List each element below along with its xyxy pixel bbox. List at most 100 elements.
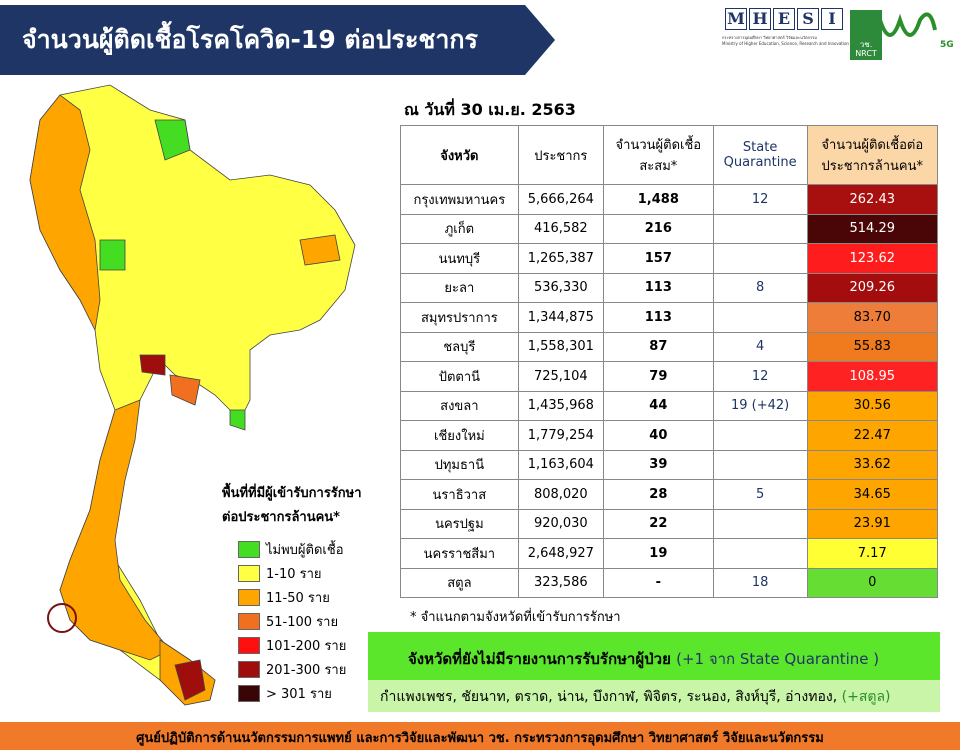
table-cell: 123.62 — [806, 243, 939, 274]
legend-item: ไม่พบผู้ติดเชื้อ — [238, 537, 346, 561]
table-cell: 262.43 — [806, 184, 939, 215]
table-cell: 216 — [602, 213, 714, 244]
table-cell: 28 — [602, 479, 714, 510]
logo-letter: M — [725, 8, 747, 30]
footer: ศูนย์ปฏิบัติการด้านนวัตกรรมการแพทย์ และก… — [136, 731, 824, 746]
legend-item: 1-10 ราย — [238, 561, 346, 585]
column-header: จำนวนผู้ติดเชื้อ สะสม* — [602, 125, 714, 185]
table-cell: 1,779,254 — [517, 420, 604, 451]
table-cell: 4 — [712, 331, 808, 362]
table-cell — [712, 420, 808, 451]
no-report-list-box — [368, 680, 940, 712]
table-cell: ยะลา — [400, 272, 519, 303]
legend-label: 101-200 ราย — [266, 638, 347, 654]
legend-item: > 301 ราย — [238, 681, 346, 705]
table-cell: 7.17 — [806, 538, 939, 569]
footnote: * จำแนกตามจังหวัดที่เข้ารับการรักษา — [410, 610, 621, 625]
title: จำนวนผู้ติดเชื้อโรคโควิด-19 ต่อประชากร — [22, 20, 479, 56]
table: จังหวัด ประชากร จำนวนผู้ติดเชื้อ สะสม* Stat… — [400, 125, 939, 598]
table-cell: สมุทรปราการ — [400, 302, 519, 333]
table-row: นครปฐม 920,030 22 23.91 — [400, 508, 939, 539]
table-row: สมุทรปราการ 1,344,875 113 83.70 — [400, 302, 939, 333]
table-row: กรุงเทพมหานคร 5,666,264 1,488 12 262.43 — [400, 184, 939, 215]
legend-item: 201-300 ราย — [238, 657, 346, 681]
table-cell — [712, 243, 808, 274]
table-row: เชียงใหม่ 1,779,254 40 22.47 — [400, 420, 939, 451]
legend-label: > 301 ราย — [266, 686, 332, 702]
table-cell: 79 — [602, 361, 714, 392]
date: ณ วันที่ 30 เม.ย. 2563 — [404, 100, 576, 119]
table-cell: กรุงเทพมหานคร — [400, 184, 519, 215]
table-row: นนทบุรี 1,265,387 157 123.62 — [400, 243, 939, 274]
table-cell: ชลบุรี — [400, 331, 519, 362]
map — [29, 84, 356, 706]
logo-letter: I — [821, 8, 843, 30]
table-cell: 113 — [602, 302, 714, 333]
table-cell: 1,488 — [602, 184, 714, 215]
legend: ไม่พบผู้ติดเชื้อ 1-10 ราย 11-50 ราย 51-100 … — [238, 537, 346, 705]
legend-item: 11-50 ราย — [238, 585, 346, 609]
table-cell: 8 — [712, 272, 808, 303]
table-cell — [712, 302, 808, 333]
table-cell: 22.47 — [806, 420, 939, 451]
ministry-text: กระทรวงการอุดมศึกษา วิทยาศาสตร์ วิจัยและ… — [722, 34, 852, 46]
table-cell: 2,648,927 — [517, 538, 604, 569]
province-note: (+สตูล) — [841, 689, 891, 705]
table-cell: 1,435,968 — [517, 390, 604, 421]
legend-label: 1-10 ราย — [266, 566, 322, 582]
table-cell: 0 — [806, 567, 939, 598]
table-cell: เชียงใหม่ — [400, 420, 519, 451]
legend-title: พื้นที่ที่มีผู้เข้ารับการรักษา ต่อประชาก… — [222, 486, 362, 525]
logo-letter: S — [797, 8, 819, 30]
legend-item: 51-100 ราย — [238, 609, 346, 633]
table-cell: 5,666,264 — [517, 184, 604, 215]
table-cell: 725,104 — [517, 361, 604, 392]
no-report-title-box — [368, 632, 940, 680]
table-cell — [712, 449, 808, 480]
logo-letter: H — [749, 8, 771, 30]
table-cell: 83.70 — [806, 302, 939, 333]
legend-swatch — [238, 588, 260, 606]
table-cell — [712, 508, 808, 539]
table-row: นครราชสีมา 2,648,927 19 7.17 — [400, 538, 939, 569]
legend-swatch — [238, 612, 260, 630]
legend-label: 11-50 ราย — [266, 590, 330, 606]
table-row: ปัตตานี 725,104 79 12 108.95 — [400, 361, 939, 392]
no-report-note: (+1 จาก State Quarantine ) — [676, 650, 880, 668]
table-cell: นราธิวาส — [400, 479, 519, 510]
table-cell: 34.65 — [806, 479, 939, 510]
table-cell: 1,344,875 — [517, 302, 604, 333]
legend-item: 101-200 ราย — [238, 633, 346, 657]
column-header: State Quarantine — [712, 125, 808, 185]
no-report-list: กำแพงเพชร, ชัยนาท, ตราด, น่าน, บึงกาฬ, พ… — [380, 686, 891, 708]
legend-swatch — [238, 636, 260, 654]
table-cell: 40 — [602, 420, 714, 451]
column-header: จำนวนผู้ติดเชื้อต่อ ประชากรล้านคน* — [806, 125, 939, 185]
table-cell: 323,586 — [517, 567, 604, 598]
legend-swatch — [238, 564, 260, 582]
no-report-heading: จังหวัดที่ยังไม่มีรายงานการรับรักษาผู้ป่… — [408, 650, 671, 668]
table-cell: 55.83 — [806, 331, 939, 362]
table-cell: สงขลา — [400, 390, 519, 421]
table-cell — [712, 213, 808, 244]
table-cell: 108.95 — [806, 361, 939, 392]
table-cell: ภูเก็ต — [400, 213, 519, 244]
table-cell: 30.56 — [806, 390, 939, 421]
table-row: ชลบุรี 1,558,301 87 4 55.83 — [400, 331, 939, 362]
table-cell: 12 — [712, 361, 808, 392]
table-cell: 1,558,301 — [517, 331, 604, 362]
table-cell: นครปฐม — [400, 508, 519, 539]
nrct-en: NRCT — [855, 49, 877, 58]
table-cell: 22 — [602, 508, 714, 539]
logo-5g: 5G — [940, 40, 954, 50]
table-cell: - — [602, 567, 714, 598]
table-cell: 514.29 — [806, 213, 939, 244]
nrct-th: วช. — [859, 40, 873, 49]
table-cell: 33.62 — [806, 449, 939, 480]
table-row: ภูเก็ต 416,582 216 514.29 — [400, 213, 939, 244]
column-header: จังหวัด — [400, 125, 519, 185]
table-cell — [712, 538, 808, 569]
nrct-logo — [850, 10, 882, 60]
table-cell: 12 — [712, 184, 808, 215]
